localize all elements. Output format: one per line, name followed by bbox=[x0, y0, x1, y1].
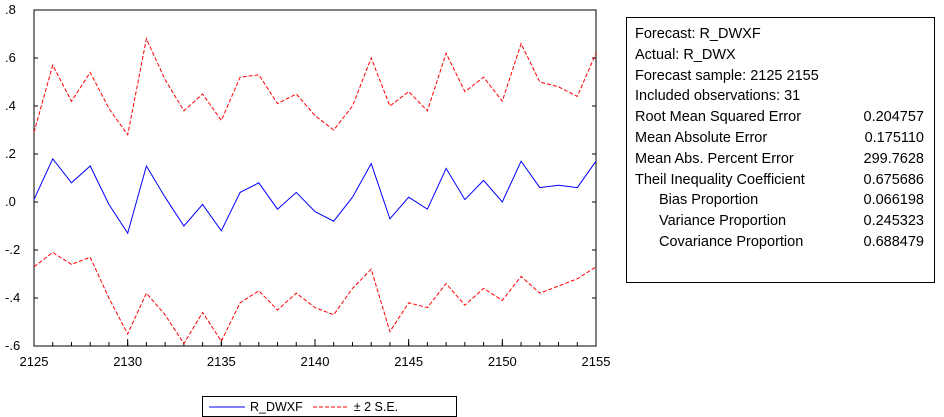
stat-value: 0.675686 bbox=[863, 171, 924, 188]
stats-row: Mean Abs. Percent Error 299.7628 bbox=[635, 149, 926, 170]
legend-item-r-dwxf: R_DWXF bbox=[209, 400, 303, 414]
stat-value: 0.688479 bbox=[863, 233, 924, 250]
y-tick-label: .0 bbox=[5, 194, 16, 209]
y-tick-label: -.4 bbox=[5, 290, 20, 305]
y-tick-label: .4 bbox=[5, 98, 16, 113]
stat-label: Theil Inequality Coefficient bbox=[635, 171, 805, 188]
series-line-upper-band bbox=[33, 37, 597, 137]
stat-value: 0.245323 bbox=[863, 213, 924, 230]
legend-item-se-band: ± 2 S.E. bbox=[312, 399, 399, 414]
stats-row: Theil Inequality Coefficient 0.675686 bbox=[635, 170, 926, 191]
stats-row: Bias Proportion 0.066198 bbox=[635, 190, 926, 211]
stat-label: Variance Proportion bbox=[659, 213, 787, 230]
x-tick-label: 2150 bbox=[488, 354, 517, 369]
stats-header-lines: Forecast: R_DWXF Actual: R_DWX Forecast sa… bbox=[635, 24, 926, 107]
x-axis: 2125 2130 2135 2140 2145 2150 2155 bbox=[20, 339, 611, 369]
y-axis: -.6 -.4 -.2 .0 .2 .4 .6 .8 bbox=[5, 2, 596, 353]
stat-label: Root Mean Squared Error bbox=[635, 109, 802, 126]
stats-row: Variance Proportion 0.245323 bbox=[635, 211, 926, 232]
x-tick-label: 2130 bbox=[113, 354, 142, 369]
stat-label: Covariance Proportion bbox=[659, 233, 804, 250]
stat-label: Bias Proportion bbox=[659, 192, 759, 209]
stat-value: 0.175110 bbox=[864, 129, 924, 146]
stat-value: 0.204757 bbox=[863, 109, 924, 126]
legend-label: R_DWXF bbox=[250, 399, 303, 414]
stats-table: Root Mean Squared Error 0.204757 Mean Abso… bbox=[635, 107, 926, 253]
dashed-line-swatch-icon bbox=[312, 406, 349, 407]
x-tick-label: 2125 bbox=[20, 354, 49, 369]
stats-line: Forecast sample: 2125 2155 bbox=[635, 67, 819, 84]
stat-label: Mean Absolute Error bbox=[635, 129, 768, 146]
series-line-forecast bbox=[33, 157, 597, 235]
stats-line: Actual: R_DWX bbox=[635, 46, 736, 63]
y-tick-label: -.6 bbox=[5, 338, 20, 353]
stats-line: Included observations: 31 bbox=[635, 88, 801, 105]
stat-value: 0.066198 bbox=[863, 192, 924, 209]
stats-row: Root Mean Squared Error 0.204757 bbox=[635, 107, 926, 128]
y-tick-label: .8 bbox=[5, 2, 16, 17]
forecast-chart: -.6 -.4 -.2 .0 .2 .4 .6 .8 2125 2130 2135 2140 2145… bbox=[5, 2, 611, 369]
plot-frame bbox=[33, 9, 597, 347]
solid-line-swatch-icon bbox=[209, 406, 245, 407]
chart-legend: R_DWXF ± 2 S.E. bbox=[202, 396, 457, 417]
y-tick-label: .2 bbox=[5, 146, 16, 161]
stats-row: Covariance Proportion 0.688479 bbox=[635, 232, 926, 253]
legend-label: ± 2 S.E. bbox=[353, 399, 399, 414]
stat-label: Mean Abs. Percent Error bbox=[635, 150, 794, 167]
x-tick-label: 2155 bbox=[582, 354, 611, 369]
x-tick-label: 2135 bbox=[207, 354, 236, 369]
forecast-statistics-panel: Forecast: R_DWXF Actual: R_DWX Forecast sa… bbox=[626, 17, 935, 283]
y-tick-label: -.2 bbox=[5, 242, 20, 257]
stats-line: Forecast: R_DWXF bbox=[635, 26, 761, 42]
series-line-lower-band bbox=[33, 251, 597, 345]
stats-row: Mean Absolute Error 0.175110 bbox=[635, 128, 926, 149]
x-tick-label: 2140 bbox=[301, 354, 330, 369]
y-tick-label: .6 bbox=[5, 50, 16, 65]
series-layer bbox=[33, 37, 597, 345]
stat-value: 299.7628 bbox=[863, 150, 924, 167]
x-tick-label: 2145 bbox=[394, 354, 423, 369]
